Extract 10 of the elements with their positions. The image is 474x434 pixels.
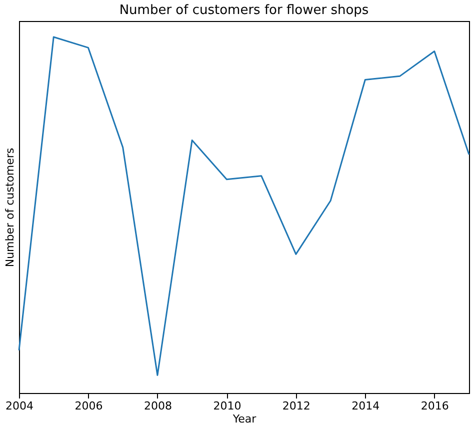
x-tick-label: 2010 bbox=[213, 400, 242, 412]
x-axis-title: Year bbox=[232, 412, 257, 426]
x-tick-label: 2004 bbox=[6, 400, 34, 412]
chart-title: Number of customers for flower shops bbox=[119, 3, 369, 18]
y-axis-title: Number of customers bbox=[4, 148, 16, 268]
x-tick-label: 2012 bbox=[282, 400, 310, 412]
x-tick-label: 2006 bbox=[74, 400, 103, 412]
x-tick-label: 2016 bbox=[420, 400, 449, 412]
x-tick-label: 2008 bbox=[144, 400, 172, 412]
x-tick-label: 2014 bbox=[352, 400, 380, 412]
